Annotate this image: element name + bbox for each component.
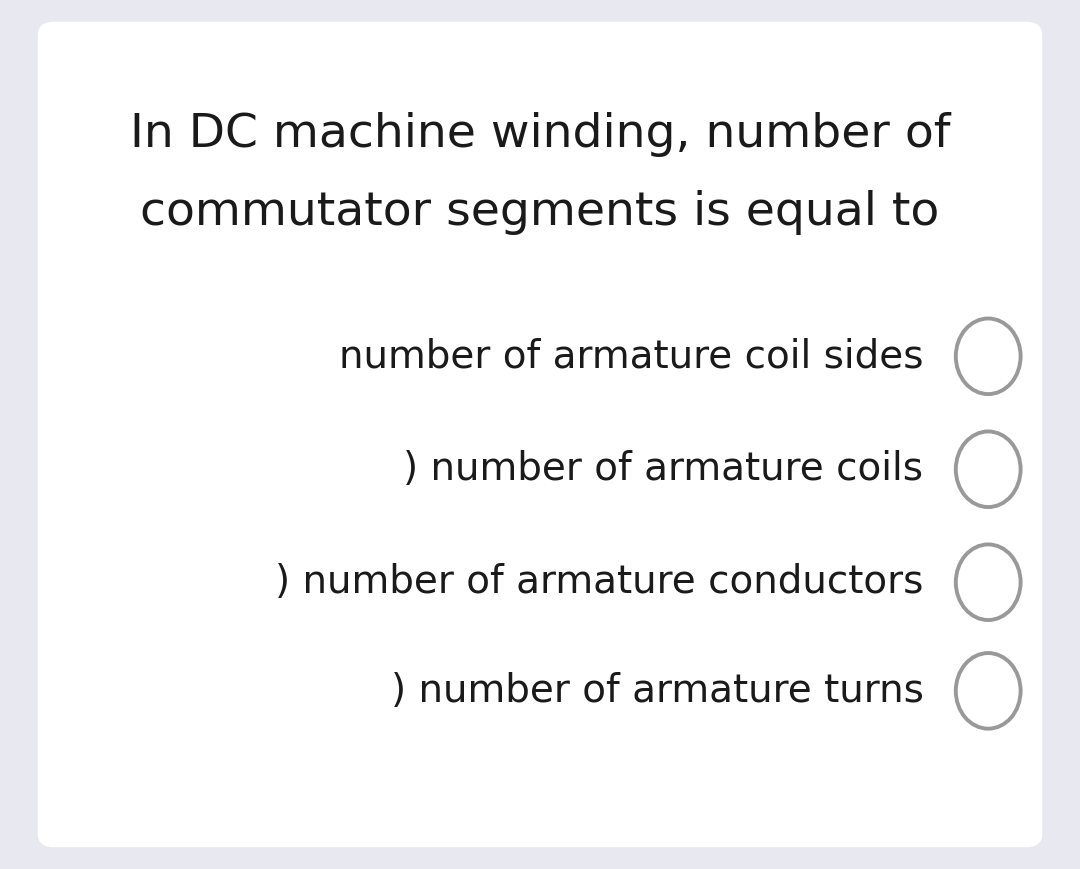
Text: ) number of armature turns: ) number of armature turns: [391, 672, 923, 710]
Text: ) number of armature conductors: ) number of armature conductors: [275, 563, 923, 601]
Text: In DC machine winding, number of: In DC machine winding, number of: [130, 112, 950, 157]
FancyBboxPatch shape: [38, 22, 1042, 847]
Text: commutator segments is equal to: commutator segments is equal to: [140, 190, 940, 235]
Text: ) number of armature coils: ) number of armature coils: [404, 450, 923, 488]
Text: number of armature coil sides: number of armature coil sides: [339, 337, 923, 375]
